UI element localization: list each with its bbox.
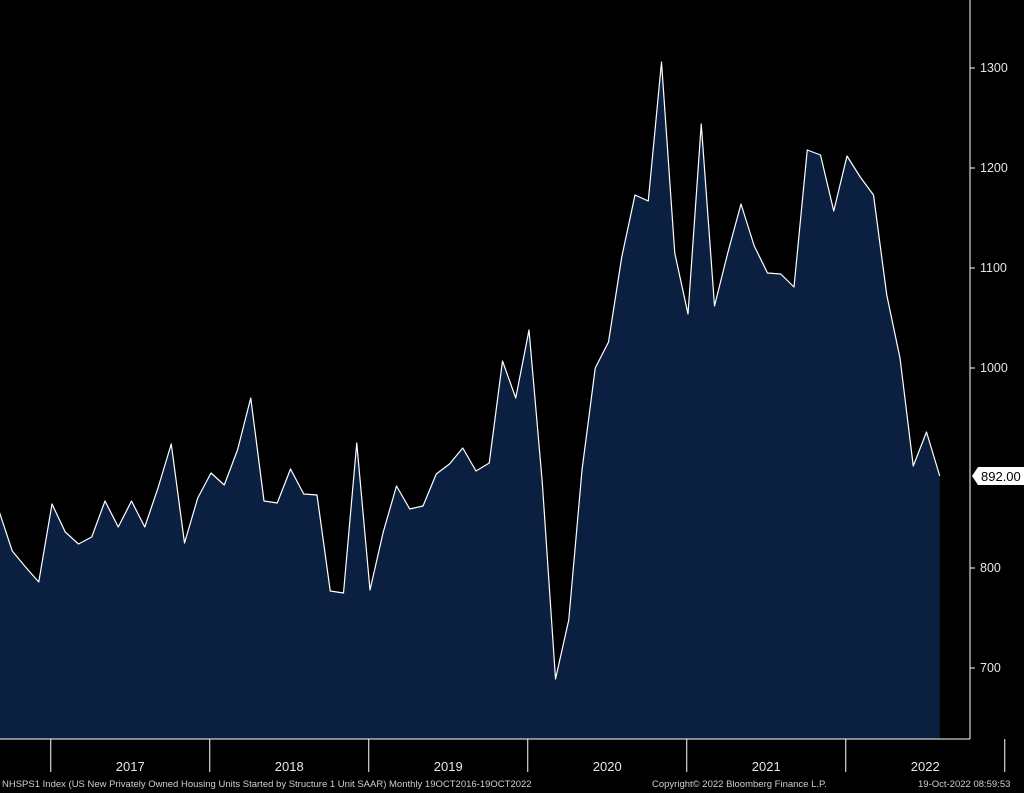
x-tick-label: 2018: [275, 759, 304, 774]
timestamp: 19-Oct-2022 08:59:53: [918, 779, 1011, 790]
x-tick-label: 2019: [434, 759, 463, 774]
y-tick-label: 1000: [980, 361, 1008, 375]
area-layer: [0, 61, 941, 739]
axis-layer: [0, 0, 1006, 772]
x-tick-label: 2021: [752, 759, 781, 774]
last-value-label: 892.00: [981, 469, 1021, 484]
label-layer: 700 800 1000 1100 1200 1300 2017 2018 2019 2020 20…: [116, 61, 1024, 774]
copyright-notice: Copyright© 2022 Bloomberg Finance L.P.: [652, 779, 827, 790]
x-tick-label: 2022: [911, 759, 940, 774]
chart: 700 800 1000 1100 1200 1300 2017 2018 2019 2020 20…: [0, 0, 1024, 776]
y-tick-label: 1100: [980, 261, 1007, 275]
y-tick-label: 1300: [980, 61, 1008, 75]
x-tick-label: 2020: [593, 759, 622, 774]
x-tick-label: 2017: [116, 759, 145, 774]
ticker-description: NHSPS1 Index (US New Privately Owned Hou…: [2, 779, 532, 790]
footer: NHSPS1 Index (US New Privately Owned Hou…: [0, 776, 1024, 793]
series-area: [0, 62, 940, 739]
y-tick-label: 1200: [980, 161, 1008, 175]
series-line: [0, 61, 941, 680]
last-value-badge: [972, 467, 1024, 485]
y-tick-label: 800: [980, 561, 1001, 575]
y-tick-label: 700: [980, 661, 1001, 675]
